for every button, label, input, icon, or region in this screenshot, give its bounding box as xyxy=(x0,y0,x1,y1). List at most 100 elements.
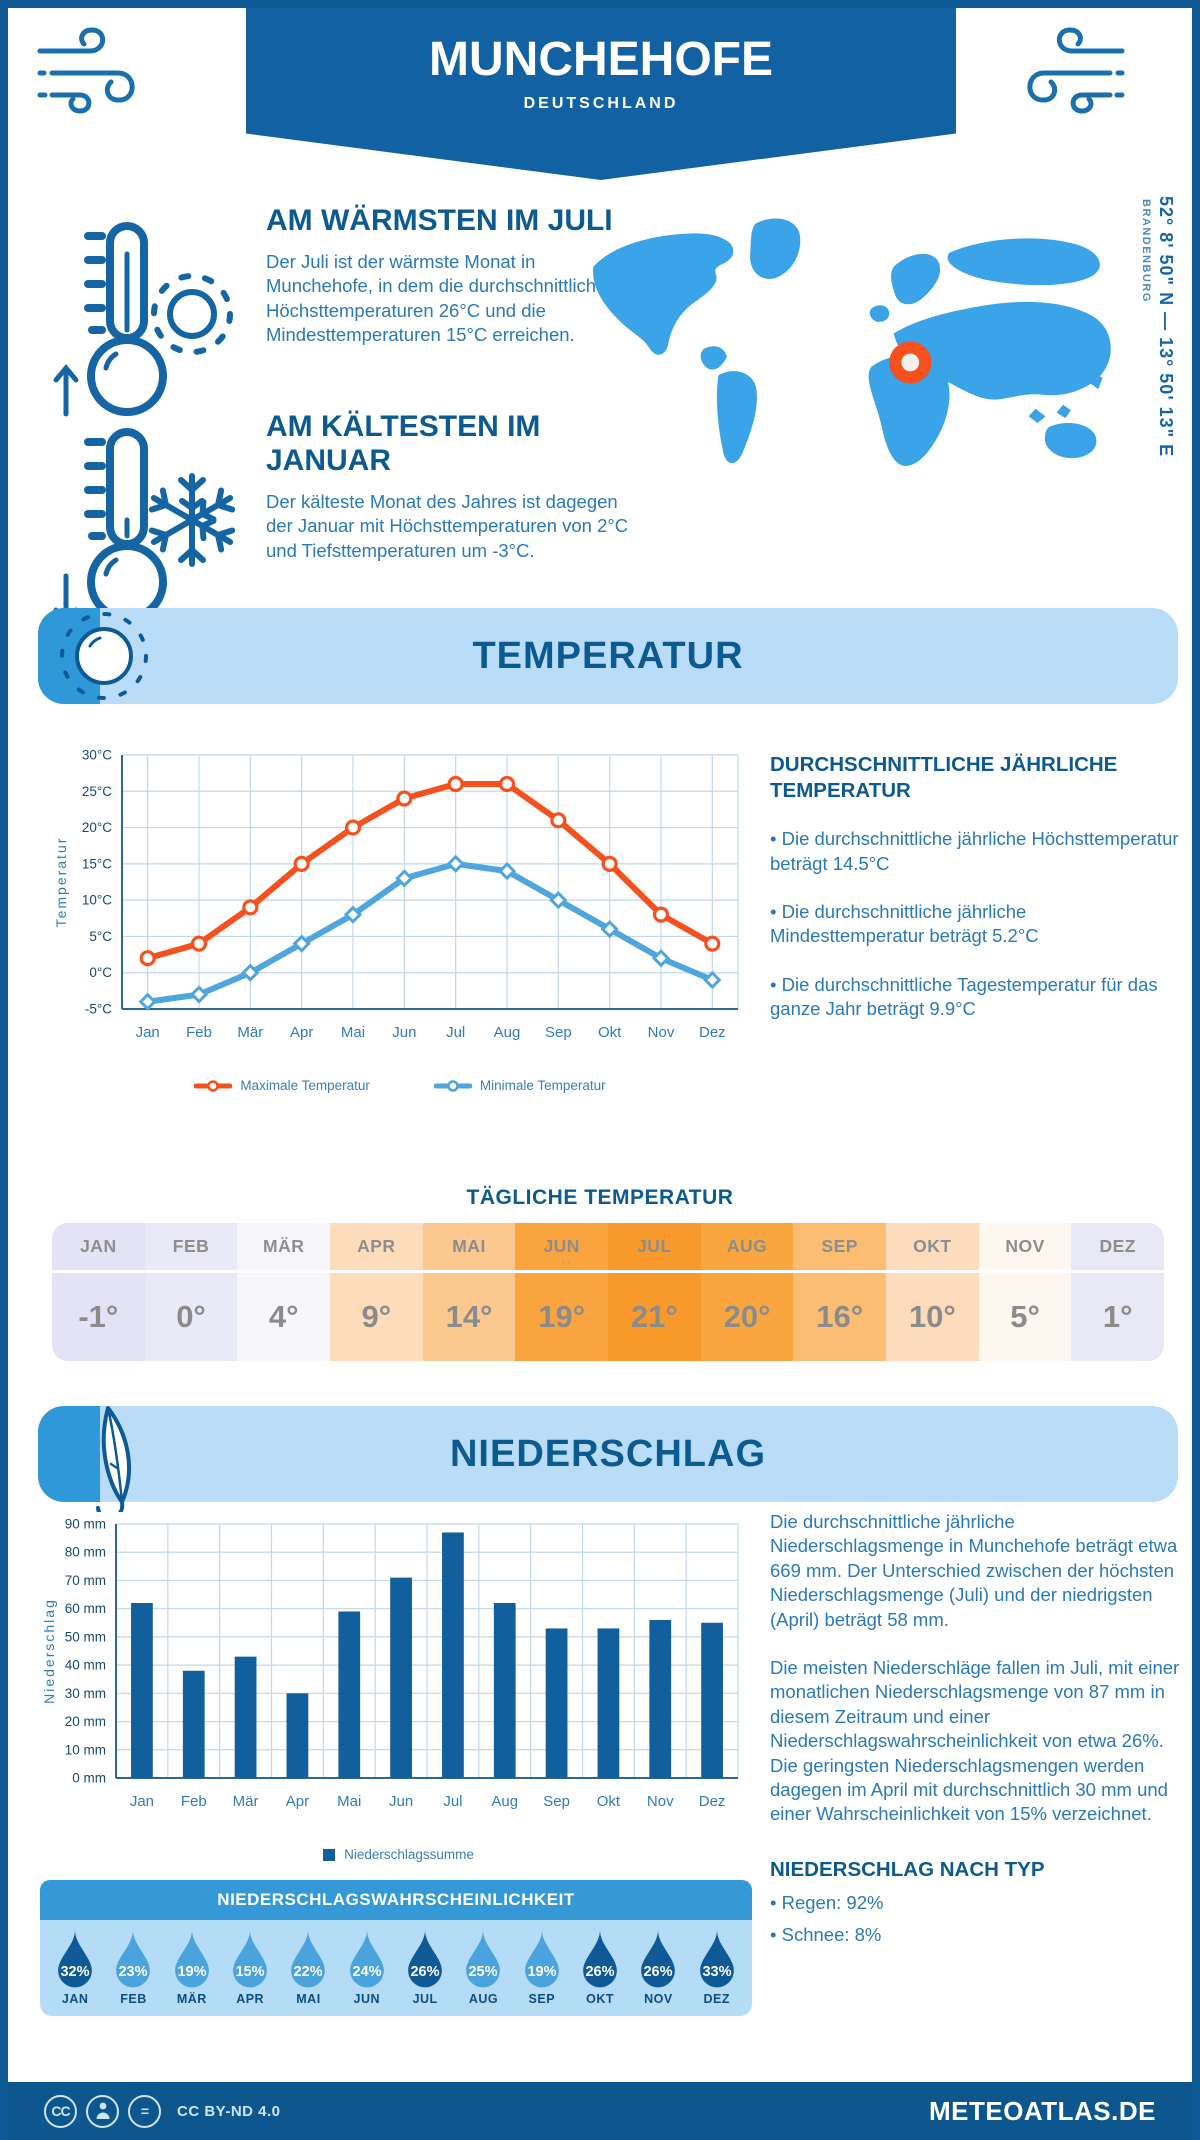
svg-text:5°C: 5°C xyxy=(89,929,112,944)
svg-text:Nov: Nov xyxy=(647,1793,674,1810)
svg-text:Okt: Okt xyxy=(597,1793,621,1810)
daily-month-column: MÄR 4° xyxy=(237,1223,331,1361)
daily-temperature-value: -1° xyxy=(52,1273,145,1361)
daily-month-column: FEB 0° xyxy=(144,1223,238,1361)
probability-drop: 32% JAN xyxy=(46,1928,104,2006)
wind-icon xyxy=(1027,27,1125,114)
daily-temperature-value: 9° xyxy=(330,1273,423,1361)
probability-drop: 19% MÄR xyxy=(163,1928,221,2006)
svg-text:20 mm: 20 mm xyxy=(65,1714,106,1729)
cc-nd-icon: = xyxy=(128,2094,161,2128)
daily-month-label: DEZ xyxy=(1071,1223,1165,1270)
coldest-body: Der kälteste Monat des Jahres ist dagege… xyxy=(266,491,629,561)
daily-month-label: AUG xyxy=(700,1223,794,1270)
svg-text:15°C: 15°C xyxy=(82,856,112,871)
daily-month-column: AUG 20° xyxy=(700,1223,794,1361)
svg-text:Jul: Jul xyxy=(443,1793,462,1810)
snowflake-icon xyxy=(140,468,244,572)
sun-banner-icon xyxy=(60,612,148,700)
legend-entry: Minimale Temperatur xyxy=(433,1078,606,1093)
precipitation-summary: Die durchschnittliche jährliche Niedersc… xyxy=(770,1510,1188,1947)
probability-month-label: OKT xyxy=(586,1992,615,2006)
svg-text:Mär: Mär xyxy=(237,1024,263,1041)
raindrop-icon: 26% xyxy=(641,1929,676,1988)
wind-icon xyxy=(37,27,135,114)
daily-month-column: SEP 16° xyxy=(793,1223,887,1361)
daily-temperature-value: 1° xyxy=(1071,1273,1165,1361)
page-title: MUNCHEHOFE xyxy=(429,33,773,86)
svg-text:Jun: Jun xyxy=(392,1024,416,1041)
svg-text:0°C: 0°C xyxy=(89,965,112,980)
probability-drop: 26% JUL xyxy=(396,1928,454,2006)
world-map xyxy=(593,218,1111,466)
annual-temperature-title: DURCHSCHNITTLICHE JÄHRLICHE TEMPERATUR xyxy=(770,753,1118,802)
daily-temperature-value: 21° xyxy=(608,1273,701,1361)
svg-text:Dez: Dez xyxy=(699,1024,726,1041)
raindrop-icon: 33% xyxy=(699,1929,734,1988)
svg-text:Mai: Mai xyxy=(341,1024,365,1041)
annual-temperature-summary: DURCHSCHNITTLICHE JÄHRLICHE TEMPERATUR •… xyxy=(770,752,1182,1022)
svg-text:Sep: Sep xyxy=(545,1024,572,1041)
svg-text:20°C: 20°C xyxy=(82,820,112,835)
daily-month-column: DEZ 1° xyxy=(1071,1223,1165,1361)
svg-text:Aug: Aug xyxy=(494,1024,521,1041)
probability-month-label: FEB xyxy=(120,1992,147,2006)
raindrop-icon: 15% xyxy=(233,1929,268,1988)
daily-month-column: APR 9° xyxy=(330,1223,423,1361)
precipitation-paragraph: Die meisten Niederschläge fallen im Juli… xyxy=(770,1657,1180,1825)
precipitation-bar-chart: 0 mm 10 mm 20 mm 30 mm 40 mm 50 mm 60 mm 70 mm 8… xyxy=(41,1517,739,1810)
probability-month-label: SEP xyxy=(528,1992,556,2006)
daily-month-column: JUL 21° xyxy=(608,1223,701,1361)
probability-drop: 26% OKT xyxy=(571,1928,629,2006)
precipitation-section-header: NIEDERSCHLAG xyxy=(38,1406,1178,1512)
annual-bullet: • Die durchschnittliche Tagestemperatur … xyxy=(770,973,1158,1020)
probability-drop: 22% MAI xyxy=(279,1928,337,2006)
svg-text:25%: 25% xyxy=(469,1964,498,1980)
temperature-line-chart: -5°C 0°C 5°C 10°C 15°C 20°C 25°C 30°C Jan Feb Mär A… xyxy=(53,748,739,1041)
svg-text:Jan: Jan xyxy=(130,1793,154,1810)
svg-text:19%: 19% xyxy=(177,1964,206,1980)
region-label: BRANDENBURG xyxy=(1140,199,1152,303)
probability-month-label: DEZ xyxy=(703,1992,731,2006)
probability-month-label: JAN xyxy=(61,1992,89,2006)
daily-month-label: SEP xyxy=(793,1223,887,1270)
footer: CC = CC BY-ND 4.0 METEOATLAS.DE xyxy=(8,2082,1192,2140)
daily-temperature-value: 0° xyxy=(144,1273,238,1361)
probability-drop: 24% JUN xyxy=(338,1928,396,2006)
svg-text:Mai: Mai xyxy=(337,1793,361,1810)
svg-text:Mär: Mär xyxy=(233,1793,259,1810)
daily-month-label: MAI xyxy=(422,1223,516,1270)
cc-license-icons: CC = xyxy=(44,2094,161,2128)
precipitation-type-bullet: • Schnee: 8% xyxy=(770,1923,882,1945)
precipitation-section-title: NIEDERSCHLAG xyxy=(449,1433,767,1475)
svg-text:90 mm: 90 mm xyxy=(65,1517,106,1532)
svg-text:Niederschlag: Niederschlag xyxy=(41,1598,57,1704)
daily-month-label: APR xyxy=(330,1223,423,1270)
svg-text:Jun: Jun xyxy=(389,1793,413,1810)
svg-text:-5°C: -5°C xyxy=(85,1002,112,1017)
precipitation-paragraph: Die durchschnittliche jährliche Niedersc… xyxy=(770,1511,1178,1630)
svg-text:22%: 22% xyxy=(294,1964,323,1980)
page-subtitle: DEUTSCHLAND xyxy=(523,95,679,112)
coldest-title: AM KÄLTESTEN IM JANUAR xyxy=(266,410,541,477)
probability-month-label: MÄR xyxy=(176,1992,207,2006)
probability-title: NIEDERSCHLAGSWAHRSCHEINLICHKEIT xyxy=(40,1880,752,1920)
probability-drop: 19% SEP xyxy=(513,1928,571,2006)
svg-text:Apr: Apr xyxy=(286,1793,309,1810)
svg-text:Sep: Sep xyxy=(543,1793,570,1810)
daily-month-column: MAI 14° xyxy=(422,1223,516,1361)
svg-text:Temperatur: Temperatur xyxy=(53,837,69,928)
daily-temperature-table: JAN -1° FEB 0° MÄR 4° APR 9° MAI 14° JUN 19° JUL 21° A… xyxy=(52,1223,1165,1361)
svg-text:30 mm: 30 mm xyxy=(65,1686,106,1701)
svg-text:70 mm: 70 mm xyxy=(65,1573,106,1588)
daily-temperature-value: 4° xyxy=(237,1273,331,1361)
daily-month-label: JUL xyxy=(608,1223,701,1270)
svg-text:Nov: Nov xyxy=(648,1024,675,1041)
svg-text:26%: 26% xyxy=(411,1964,440,1980)
legend-entry: Niederschlagssumme xyxy=(322,1847,474,1862)
precipitation-chart-legend: Niederschlagssumme xyxy=(38,1847,758,1862)
raindrop-icon: 25% xyxy=(466,1929,501,1988)
svg-text:Aug: Aug xyxy=(491,1793,518,1810)
probability-drop: 26% NOV xyxy=(629,1928,687,2006)
